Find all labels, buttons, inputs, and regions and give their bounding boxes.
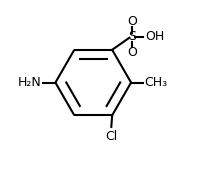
- Text: OH: OH: [145, 30, 164, 43]
- Text: S: S: [128, 30, 136, 43]
- Text: O: O: [127, 15, 137, 28]
- Text: O: O: [127, 46, 137, 58]
- Text: CH₃: CH₃: [144, 76, 167, 89]
- Text: H₂N: H₂N: [18, 76, 42, 89]
- Text: Cl: Cl: [105, 130, 117, 143]
